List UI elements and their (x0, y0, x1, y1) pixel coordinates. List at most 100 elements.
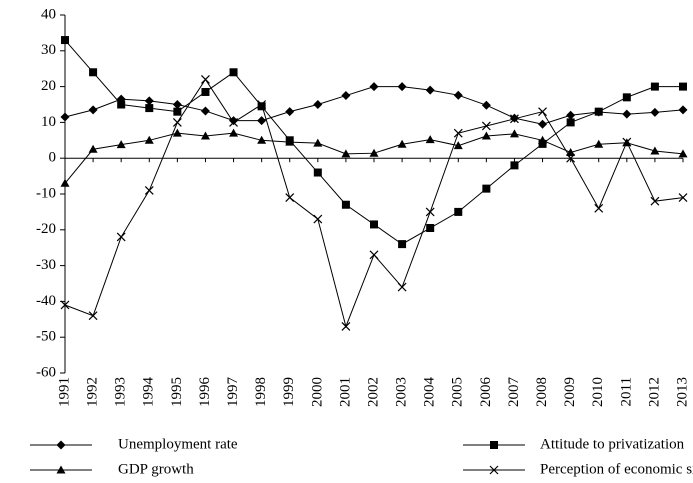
marker (454, 207, 463, 216)
marker (426, 224, 435, 233)
x-tick-label: 2002 (365, 377, 381, 407)
x-tick-label: 2008 (534, 377, 550, 407)
marker (510, 161, 519, 170)
marker (481, 131, 491, 140)
marker (566, 118, 575, 127)
marker (60, 178, 70, 187)
marker (116, 140, 126, 149)
marker (60, 300, 70, 310)
marker (370, 220, 378, 229)
y-tick-label: -30 (36, 257, 56, 273)
marker (509, 129, 519, 138)
x-tick-label: 2000 (309, 377, 325, 407)
x-tick-label: 2009 (562, 377, 578, 407)
marker (229, 128, 239, 137)
marker (313, 214, 323, 224)
legend-item: GDP growth (30, 461, 194, 477)
marker (510, 114, 519, 124)
legend-label: Perception of economic situation (540, 461, 693, 477)
marker (481, 100, 491, 110)
marker (257, 102, 266, 111)
marker (566, 153, 576, 163)
marker (650, 146, 660, 155)
marker (622, 93, 631, 102)
y-tick-label: 10 (41, 114, 56, 130)
marker (397, 282, 407, 292)
y-tick-label: -60 (36, 364, 56, 380)
x-tick-label: 1999 (281, 377, 297, 407)
marker (172, 128, 182, 137)
marker (56, 440, 66, 450)
marker (88, 105, 98, 115)
marker (257, 100, 267, 109)
marker (88, 144, 98, 153)
marker (482, 184, 491, 193)
marker (145, 104, 154, 113)
y-tick-label: 20 (41, 78, 56, 94)
marker (229, 117, 238, 127)
marker (622, 109, 632, 119)
marker (453, 128, 463, 138)
x-tick-label: 2003 (394, 377, 410, 407)
x-tick-label: 2005 (450, 377, 466, 407)
marker (313, 138, 323, 147)
x-tick-label: 2006 (478, 377, 494, 408)
marker (678, 105, 688, 115)
marker (538, 107, 547, 117)
marker (453, 90, 463, 100)
x-tick-label: 1992 (85, 377, 101, 407)
x-tick-label: 2013 (674, 377, 690, 407)
x-tick-label: 2012 (646, 377, 662, 407)
marker (341, 322, 351, 331)
marker (313, 168, 322, 177)
y-tick-label: -50 (36, 329, 56, 345)
marker (678, 193, 688, 203)
y-tick-label: -20 (36, 221, 56, 237)
x-tick-label: 1993 (113, 377, 129, 407)
marker (679, 82, 687, 91)
marker (200, 131, 210, 140)
marker (425, 85, 435, 95)
x-tick-label: 2010 (590, 377, 606, 407)
marker (173, 107, 182, 116)
marker (594, 107, 603, 116)
marker (490, 441, 498, 449)
marker (201, 75, 210, 84)
marker (369, 148, 379, 157)
marker (116, 232, 126, 242)
x-tick-label: 1997 (225, 377, 241, 408)
marker (144, 96, 154, 106)
marker (60, 112, 70, 122)
series-line (64, 78, 684, 329)
marker (453, 141, 463, 150)
marker (397, 139, 407, 148)
marker (257, 135, 267, 144)
marker (341, 91, 351, 101)
marker (538, 119, 548, 129)
legend-item: Attitude to privatization (463, 436, 685, 452)
marker (89, 68, 98, 77)
marker (341, 149, 351, 158)
legend-item: Perception of economic situation (463, 461, 693, 477)
marker (622, 137, 632, 147)
marker (650, 196, 660, 206)
y-tick-label: -10 (36, 185, 56, 201)
marker (398, 240, 407, 249)
marker (88, 311, 98, 321)
marker (144, 185, 154, 195)
y-tick-label: 0 (49, 150, 57, 166)
marker (257, 116, 267, 126)
marker (172, 117, 182, 127)
x-tick-label: 1996 (197, 377, 213, 408)
y-tick-label: 40 (41, 6, 56, 22)
marker (200, 106, 210, 116)
legend-item: Unemployment rate (30, 436, 238, 452)
x-tick-label: 1994 (141, 377, 157, 408)
marker (341, 200, 350, 209)
marker (538, 139, 547, 148)
marker (172, 100, 182, 109)
marker (56, 465, 66, 474)
series-line (64, 39, 683, 245)
x-tick-label: 2007 (506, 377, 522, 408)
